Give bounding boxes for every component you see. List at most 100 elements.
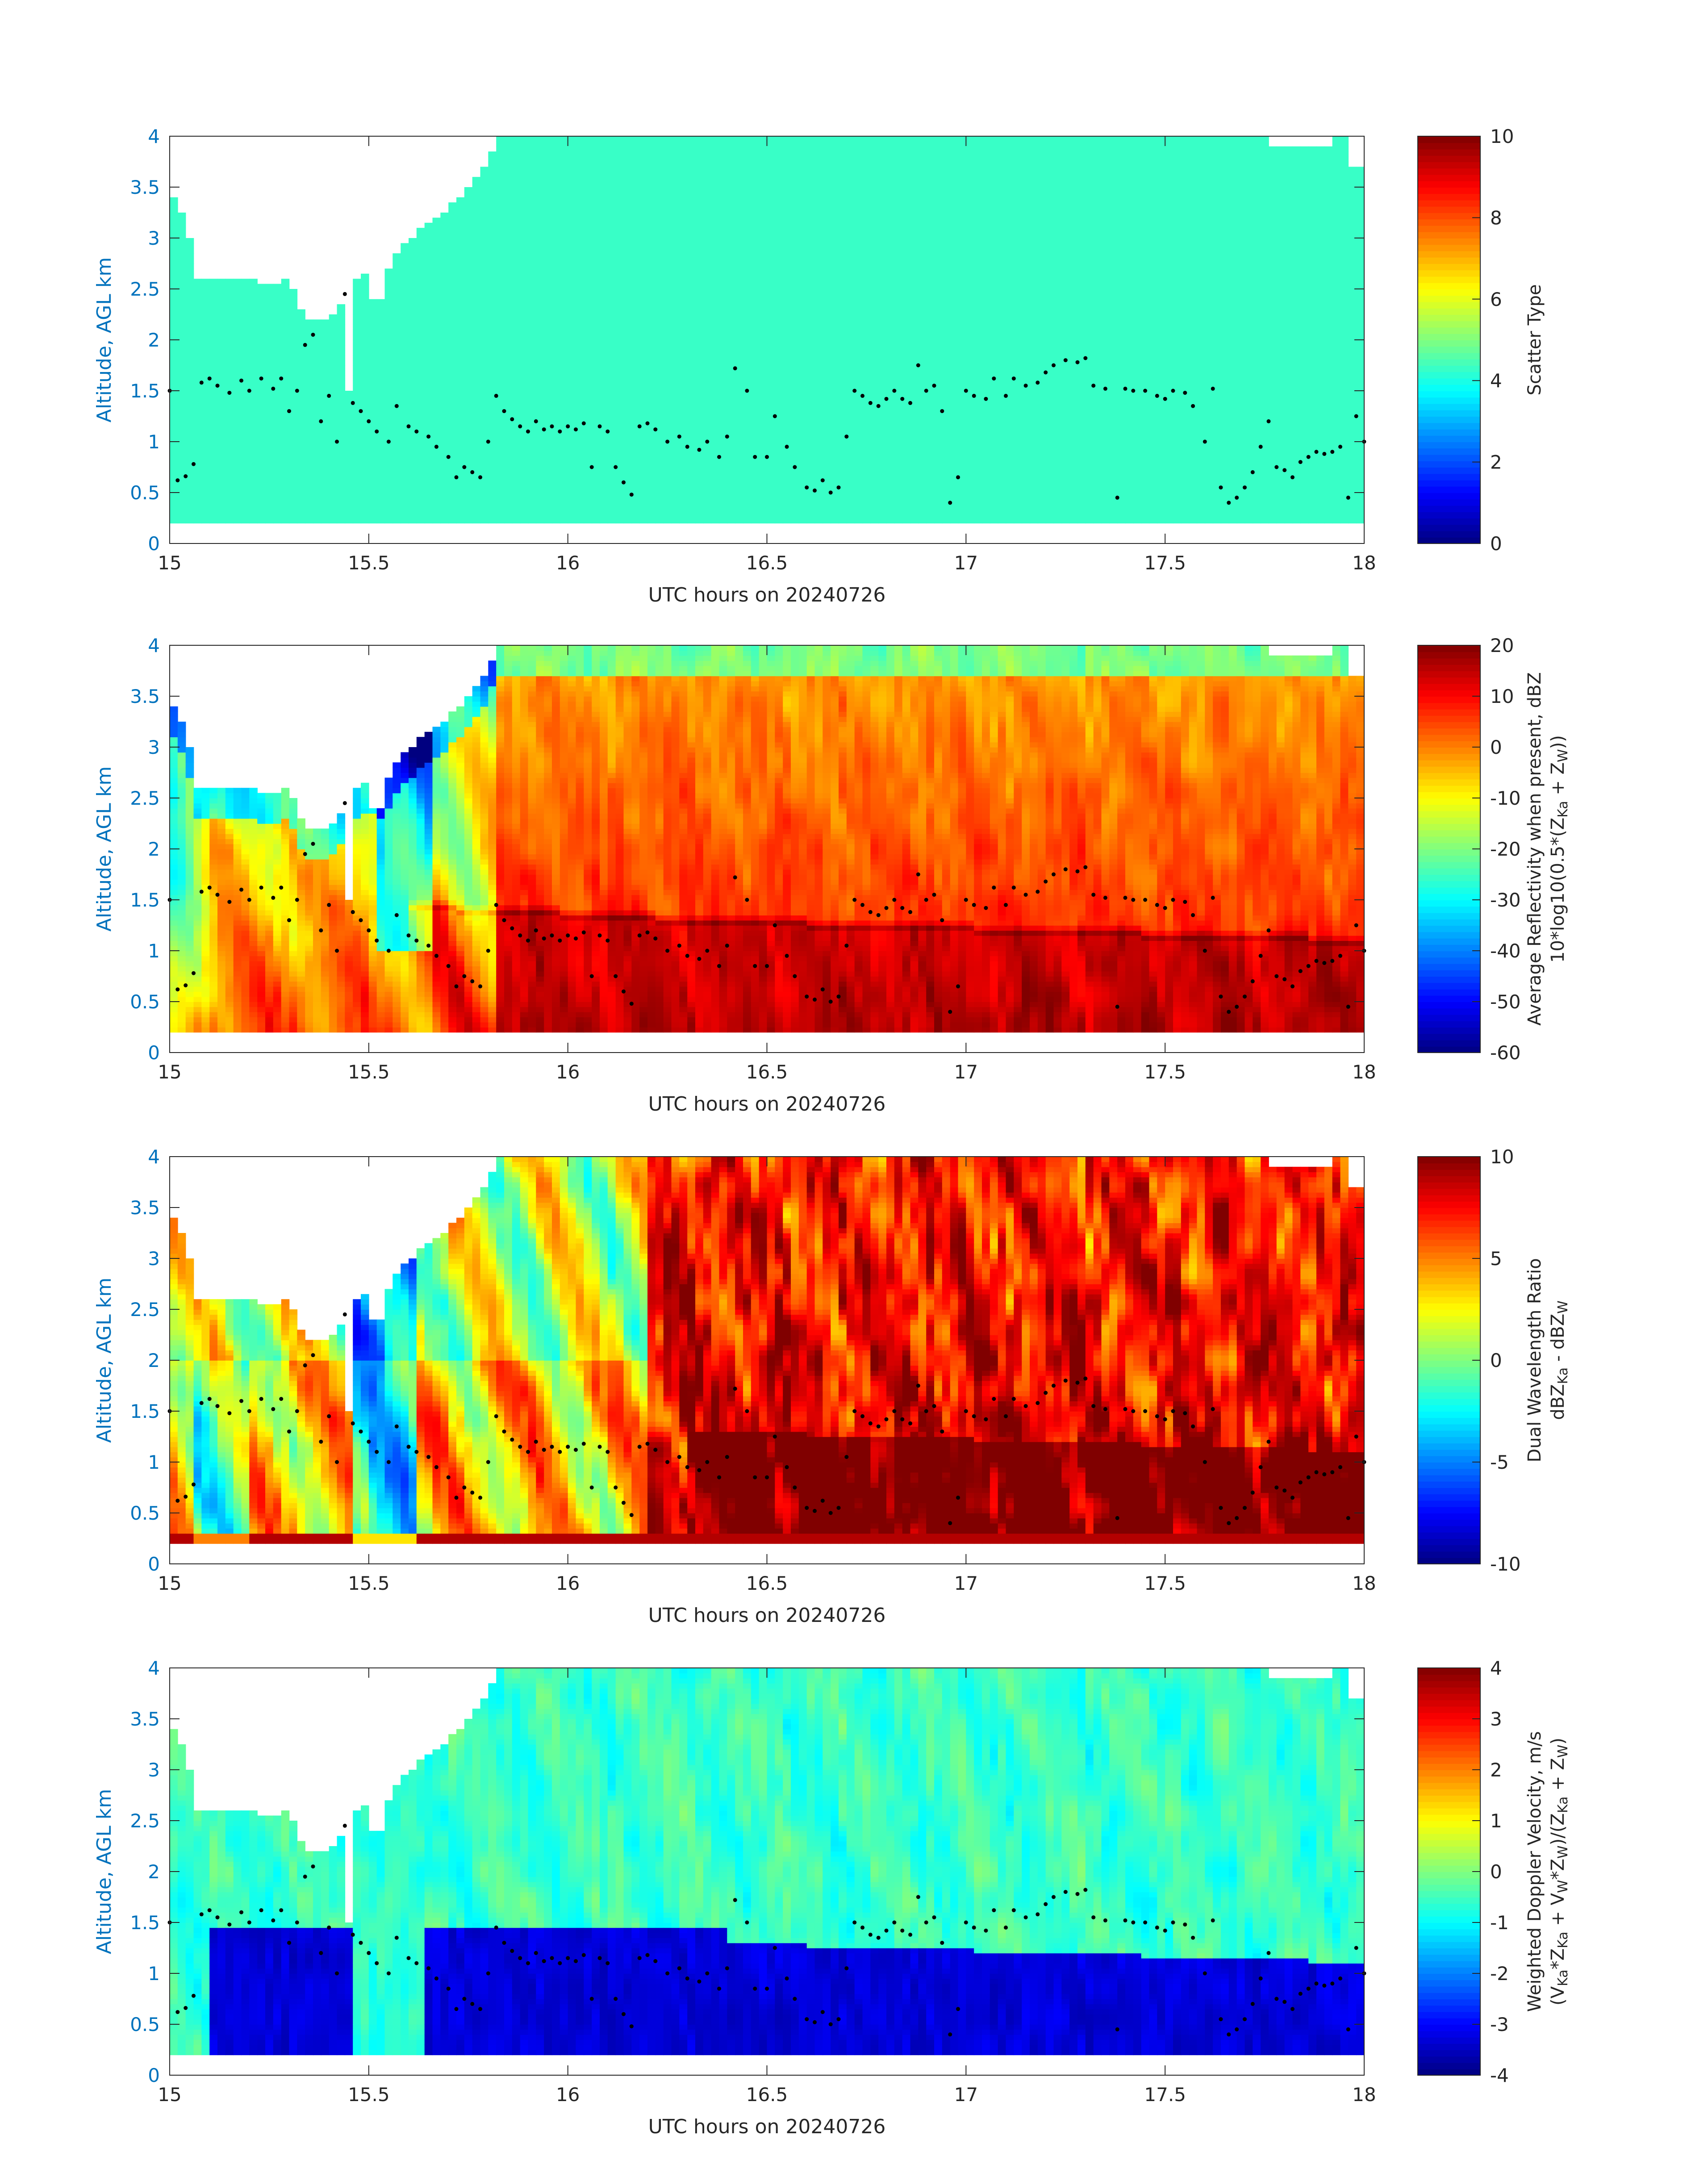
heatmap-cell	[488, 213, 497, 218]
heatmap-cell	[361, 380, 369, 386]
heatmap-cell	[401, 457, 409, 462]
heatmap-cell	[377, 396, 385, 401]
heatmap-cell	[201, 319, 210, 325]
heatmap-cell	[321, 452, 330, 457]
heatmap-cell	[488, 197, 497, 203]
heatmap-cell	[178, 503, 186, 508]
heatmap-cell	[201, 447, 210, 452]
heatmap-cell	[178, 253, 186, 259]
heatmap-cell	[329, 488, 338, 493]
heatmap-cell	[265, 330, 274, 335]
heatmap-cell	[361, 442, 369, 447]
heatmap-cell	[257, 325, 266, 330]
heatmap-cell	[178, 238, 186, 243]
heatmap-cell	[337, 497, 346, 503]
heatmap-cell	[409, 279, 417, 284]
heatmap-cell	[488, 376, 497, 381]
heatmap-cell	[472, 325, 481, 330]
heatmap-cell	[480, 467, 489, 472]
heatmap-cell	[385, 452, 393, 457]
heatmap-cell	[289, 462, 298, 468]
heatmap-cell	[361, 396, 369, 401]
heatmap-cell	[361, 294, 369, 299]
heatmap-cell	[401, 355, 409, 360]
heatmap-cell	[281, 426, 290, 432]
heatmap-cell	[401, 503, 409, 508]
heatmap-cell	[496, 401, 505, 406]
heatmap-cell	[472, 426, 481, 432]
heatmap-cell	[273, 299, 282, 305]
heatmap-cell	[345, 462, 353, 468]
heatmap-cell	[194, 411, 202, 417]
heatmap-cell	[194, 431, 202, 437]
heatmap-cell	[464, 243, 473, 248]
heatmap-cell	[265, 452, 274, 457]
heatmap-cell	[393, 279, 401, 284]
heatmap-cell	[217, 416, 226, 422]
heatmap-cell	[393, 345, 401, 350]
heatmap-cell	[297, 457, 305, 462]
heatmap-cell	[289, 335, 298, 340]
heatmap-cell	[472, 299, 481, 305]
heatmap-cell	[456, 223, 465, 228]
heatmap-cell	[393, 416, 401, 422]
heatmap-cell	[496, 497, 505, 503]
heatmap-cell	[329, 340, 338, 345]
heatmap-cell	[448, 223, 457, 228]
heatmap-cell	[377, 340, 385, 345]
heatmap-cell	[226, 452, 234, 457]
heatmap-cell	[305, 447, 313, 452]
heatmap-cell	[201, 391, 210, 396]
heatmap-cell	[170, 223, 178, 228]
heatmap-cell	[488, 325, 497, 330]
heatmap-cell	[385, 518, 393, 523]
heatmap-cell	[321, 380, 330, 386]
heatmap-cell	[353, 335, 361, 340]
heatmap-cell	[313, 452, 322, 457]
heatmap-cell	[289, 294, 298, 299]
heatmap-cell	[209, 309, 218, 315]
heatmap-cell	[170, 513, 178, 518]
heatmap-cell	[377, 360, 385, 366]
heatmap-cell	[329, 421, 338, 426]
heatmap-cell	[393, 431, 401, 437]
heatmap-cell	[170, 217, 178, 223]
heatmap-cell	[178, 299, 186, 305]
heatmap-cell	[464, 396, 473, 401]
heatmap-cell	[321, 467, 330, 472]
heatmap-cell	[385, 396, 393, 401]
heatmap-cell	[249, 340, 258, 345]
heatmap-cell	[297, 467, 305, 472]
heatmap-cell	[257, 299, 266, 305]
heatmap-cell	[226, 350, 234, 355]
heatmap-cell	[425, 421, 433, 426]
heatmap-cell	[464, 208, 473, 213]
heatmap-cell	[265, 314, 274, 320]
heatmap-cell	[480, 284, 489, 289]
heatmap-cell	[464, 421, 473, 426]
heatmap-cell	[361, 431, 369, 437]
heatmap-cell	[186, 391, 194, 396]
heatmap-cell	[472, 380, 481, 386]
heatmap-cell	[440, 365, 449, 371]
heatmap-cell	[337, 462, 346, 468]
heatmap-cell	[289, 299, 298, 305]
heatmap-cell	[369, 518, 377, 523]
heatmap-cell	[488, 243, 497, 248]
heatmap-cell	[480, 263, 489, 269]
heatmap-cell	[321, 330, 330, 335]
heatmap-cell	[401, 253, 409, 259]
heatmap-cell	[433, 411, 441, 417]
heatmap-cell	[170, 411, 178, 417]
heatmap-cell	[329, 452, 338, 457]
heatmap-cell	[170, 350, 178, 355]
heatmap-cell	[281, 488, 290, 493]
heatmap-cell	[305, 421, 313, 426]
heatmap-cell	[401, 370, 409, 376]
heatmap-cell	[201, 421, 210, 426]
heatmap-cell	[464, 289, 473, 294]
heatmap-cell	[361, 340, 369, 345]
heatmap-cell	[425, 259, 433, 264]
heatmap-cell	[209, 416, 218, 422]
heatmap-cell	[456, 325, 465, 330]
